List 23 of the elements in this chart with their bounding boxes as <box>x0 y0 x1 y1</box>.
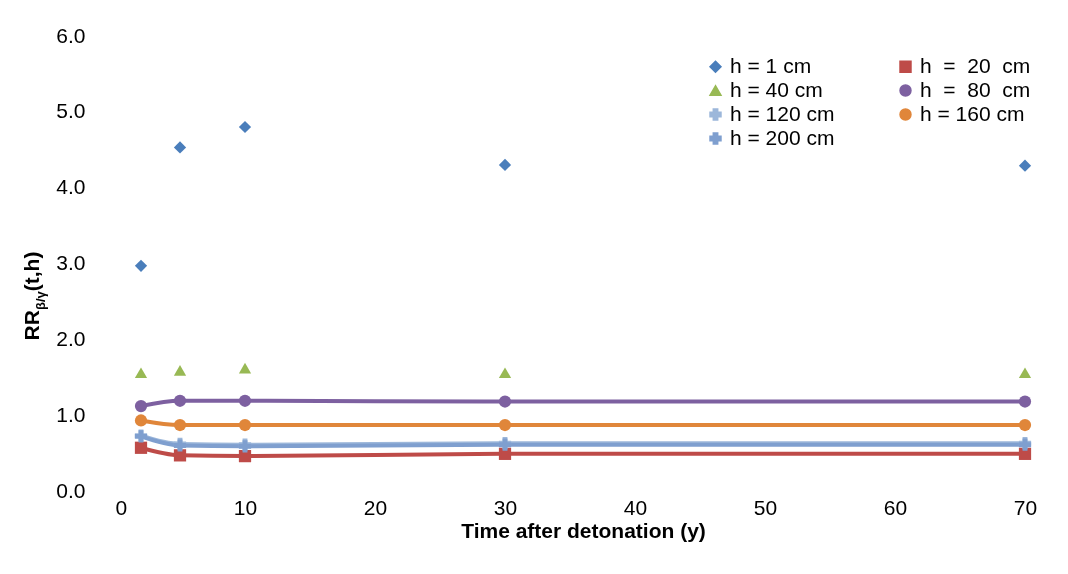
legend-label: h = 20 cm <box>920 53 1031 77</box>
x-tick-label: 70 <box>1013 495 1038 519</box>
y-tick-label: 5.0 <box>56 99 86 123</box>
y-tick-label: 3.0 <box>56 251 86 274</box>
y-tick-label: 0.0 <box>56 478 86 502</box>
x-tick-label: 20 <box>363 495 388 519</box>
legend-label: h = 160 cm <box>920 101 1025 125</box>
x-tick-label: 10 <box>233 495 258 519</box>
x-tick-label: 30 <box>493 495 518 519</box>
x-tick-label: 60 <box>883 495 908 519</box>
x-tick-label: 40 <box>623 495 648 519</box>
y-tick-label: 1.0 <box>56 402 86 426</box>
y-tick-label: 6.0 <box>56 23 86 47</box>
x-tick-label: 50 <box>753 495 778 519</box>
legend-label: h = 200 cm <box>730 125 835 149</box>
y-tick-label: 4.0 <box>56 175 86 199</box>
y-tick-label: 2.0 <box>56 326 86 350</box>
legend-label: h = 1 cm <box>730 53 812 77</box>
x-tick-label: 0 <box>115 495 128 519</box>
legend-label: h = 40 cm <box>730 77 823 101</box>
legend-label: h = 80 cm <box>920 77 1031 101</box>
x-axis-title: Time after detonation (y) <box>461 518 706 542</box>
legend-label: h = 120 cm <box>730 101 835 125</box>
